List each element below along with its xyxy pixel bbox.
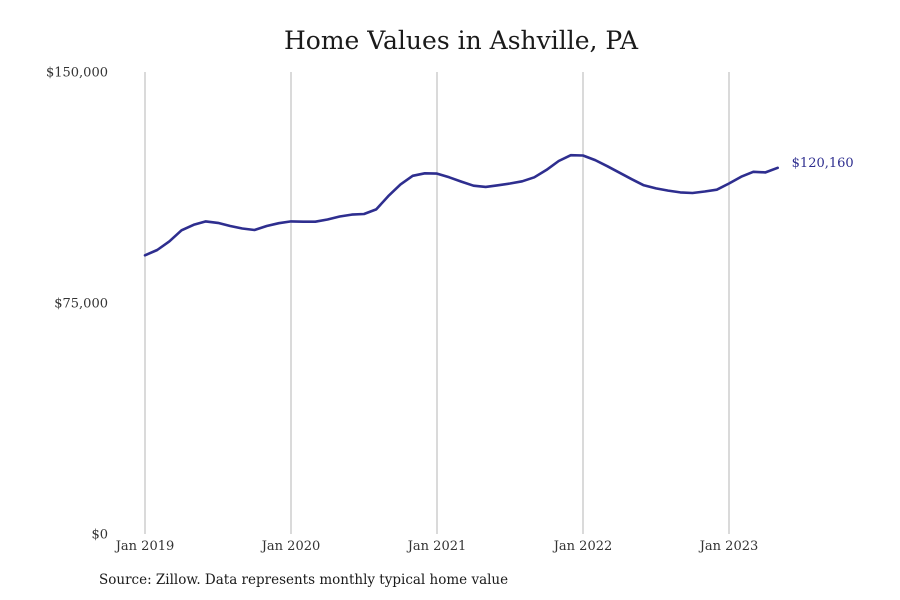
vertical-gridlines (144, 72, 730, 534)
x-tick-label: Jan 2020 (260, 539, 321, 554)
x-axis-ticks: Jan 2019 Jan 2020 Jan 2021 Jan 2022 Jan 2023 (114, 539, 759, 554)
source-note: Source: Zillow. Data represents monthly … (99, 572, 509, 588)
x-tick-label: Jan 2022 (552, 539, 613, 554)
series-line-home-value (143, 153, 779, 257)
y-tick-label: $0 (91, 528, 108, 543)
x-tick-label: Jan 2019 (114, 539, 175, 554)
end-value-label: $120,160 (792, 156, 854, 171)
y-tick-label: $150,000 (46, 66, 108, 81)
x-tick-label: Jan 2021 (406, 539, 467, 554)
chart-title: Home Values in Ashville, PA (283, 26, 639, 55)
y-tick-label: $75,000 (54, 297, 108, 312)
y-axis-ticks: $0 $75,000 $150,000 (46, 66, 108, 543)
x-tick-label: Jan 2023 (698, 539, 759, 554)
